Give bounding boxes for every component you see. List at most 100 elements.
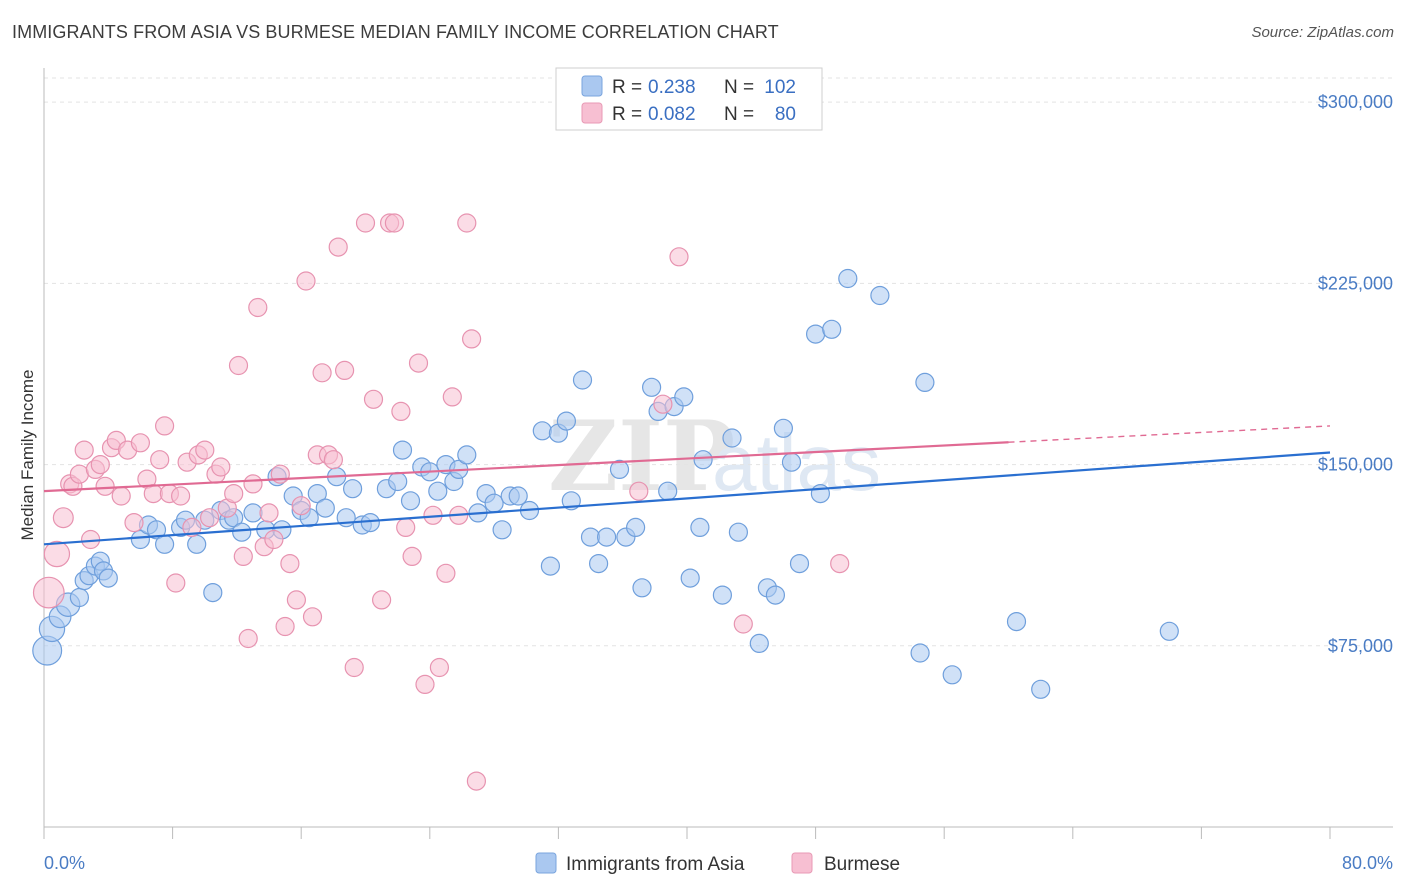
point-asia: [810, 484, 831, 504]
point-burmese: [653, 394, 673, 414]
point-burmese: [238, 628, 258, 649]
y-tick-label: $300,000: [1318, 92, 1393, 112]
point-burmese: [200, 508, 220, 528]
point-burmese: [150, 450, 170, 470]
legend-r-value-asia: 0.238: [648, 77, 696, 98]
point-burmese: [442, 387, 462, 407]
point-burmese: [43, 540, 71, 568]
point-burmese: [429, 657, 449, 678]
x-tick-label-min: 0.0%: [44, 853, 85, 873]
point-burmese: [733, 614, 753, 634]
point-burmese: [243, 474, 263, 494]
point-burmese: [166, 573, 186, 593]
legend-n-label-burmese: N =: [724, 104, 754, 125]
point-asia: [609, 459, 630, 479]
point-burmese: [182, 517, 202, 538]
legend-r-label-burmese: R =: [612, 104, 642, 125]
point-burmese: [436, 563, 456, 583]
point-asia: [1159, 621, 1179, 641]
point-burmese: [264, 529, 284, 550]
point-burmese: [457, 213, 477, 233]
point-asia: [130, 529, 150, 550]
bottom-legend-swatch-burmese: [791, 852, 813, 874]
legend-swatch-burmese: [581, 102, 603, 124]
point-asia: [203, 582, 223, 603]
legend-n-value-burmese: 80: [775, 104, 796, 125]
y-tick-label: $225,000: [1318, 273, 1393, 293]
point-asia: [232, 522, 252, 542]
point-asia: [580, 527, 601, 547]
point-asia: [658, 481, 678, 501]
point-burmese: [830, 553, 850, 574]
point-asia: [400, 491, 421, 511]
point-burmese: [90, 455, 110, 475]
point-asia: [1006, 611, 1027, 632]
point-burmese: [466, 771, 486, 791]
point-burmese: [396, 517, 416, 538]
point-asia: [155, 534, 175, 554]
point-asia: [243, 503, 263, 523]
point-burmese: [408, 353, 429, 373]
point-asia: [625, 517, 646, 538]
point-burmese: [124, 512, 144, 533]
point-asia: [915, 372, 935, 392]
point-asia: [822, 319, 842, 339]
point-asia: [773, 418, 794, 438]
y-axis-label: Median Family Income: [18, 369, 37, 540]
point-asia: [492, 520, 512, 540]
point-burmese: [224, 484, 244, 504]
point-burmese: [74, 440, 94, 460]
point-asia: [508, 486, 528, 506]
point-burmese: [275, 616, 295, 637]
point-burmese: [32, 576, 65, 609]
point-burmese: [95, 476, 115, 496]
point-burmese: [280, 553, 300, 574]
point-burmese: [195, 440, 215, 460]
point-asia: [484, 493, 504, 513]
point-burmese: [462, 329, 482, 349]
point-asia: [789, 553, 810, 574]
point-asia: [457, 445, 477, 465]
point-asia: [392, 440, 413, 460]
point-burmese: [130, 433, 150, 453]
bottom-legend-swatch-asia: [535, 852, 557, 874]
point-burmese: [372, 590, 392, 610]
point-burmese: [629, 481, 649, 501]
point-burmese: [259, 503, 279, 523]
point-asia: [693, 450, 713, 470]
point-burmese: [391, 401, 411, 421]
point-asia: [540, 556, 561, 576]
point-burmese: [155, 416, 175, 436]
chart-title: IMMIGRANTS FROM ASIA VS BURMESE MEDIAN F…: [12, 22, 779, 42]
trend-line-asia: [43, 451, 1331, 546]
point-asia: [749, 633, 769, 654]
trend-line-burmese-extension: [1008, 425, 1331, 443]
point-asia: [315, 498, 335, 518]
point-burmese: [171, 486, 191, 506]
point-burmese: [312, 363, 332, 383]
point-asia: [805, 324, 826, 344]
point-asia: [680, 568, 700, 588]
point-burmese: [143, 484, 163, 504]
point-burmese: [344, 657, 364, 678]
point-asia: [641, 377, 662, 397]
point-asia: [69, 587, 90, 608]
legend-swatch-asia: [581, 75, 603, 97]
point-asia: [632, 578, 652, 598]
bottom-legend: Immigrants from Asia Burmese: [535, 852, 900, 875]
point-asia: [98, 568, 118, 588]
point-asia: [781, 452, 802, 472]
point-burmese: [355, 213, 376, 233]
point-asia: [765, 585, 786, 605]
point-asia: [572, 370, 593, 390]
point-burmese: [228, 355, 249, 376]
bottom-legend-label-asia: Immigrants from Asia: [566, 854, 745, 875]
legend-r-label-asia: R =: [612, 77, 642, 98]
point-asia: [187, 534, 207, 554]
point-asia: [388, 471, 408, 492]
trend-lines: [43, 425, 1331, 546]
point-burmese: [323, 450, 343, 470]
point-burmese: [233, 546, 253, 567]
point-burmese: [402, 546, 422, 567]
point-asia: [722, 428, 742, 448]
